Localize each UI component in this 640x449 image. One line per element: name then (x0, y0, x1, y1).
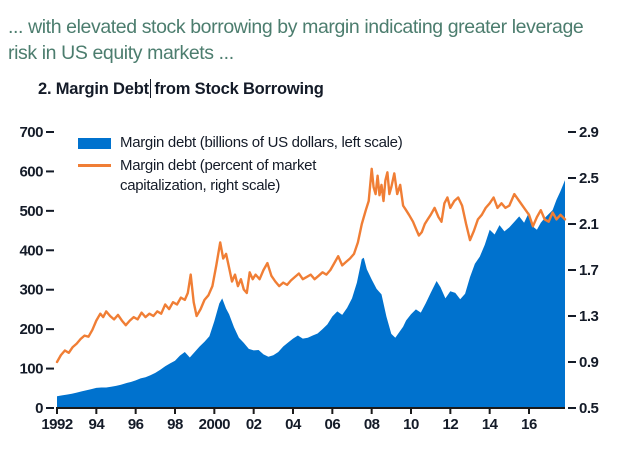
x-axis-label: 16 (521, 416, 537, 433)
left-axis-label: 300 (19, 282, 43, 299)
left-axis-label: 100 (19, 361, 43, 378)
x-axis-label: 14 (482, 416, 499, 433)
legend-label-margin-debt-level: Margin debt (billions of US dollars, lef… (120, 134, 403, 151)
left-axis-label: 400 (19, 242, 43, 259)
margin-debt-area (57, 180, 565, 408)
lead-text-line1: ... with elevated stock borrowing by mar… (8, 16, 584, 38)
right-axis-label: 2.9 (579, 124, 599, 141)
legend-label-margin-debt-pct-line1: Margin debt (percent of market (120, 157, 317, 174)
left-axis-label: 500 (19, 203, 43, 220)
left-axis-label: 0 (35, 400, 43, 417)
x-axis-label: 08 (364, 416, 380, 433)
x-axis-label: 12 (442, 416, 458, 433)
x-axis-label: 96 (128, 416, 144, 433)
chart-legend: Margin debt (billions of US dollars, lef… (78, 133, 403, 199)
left-axis-label: 700 (19, 124, 43, 141)
legend-label-margin-debt-pct-line2: capitalization, right scale) (120, 177, 281, 194)
x-axis-label: 1992 (41, 416, 73, 433)
figure-title-right: from Stock Borrowing (154, 80, 324, 98)
figure-title[interactable]: 2. Margin Debt from Stock Borrowing (38, 79, 324, 99)
margin-debt-pct-line (55, 167, 567, 364)
right-axis-label: 2.5 (579, 170, 599, 187)
x-axis-label: 94 (88, 416, 105, 433)
right-axis-label: 1.3 (579, 308, 599, 325)
x-axis-label: 2000 (199, 416, 231, 433)
x-axis-label: 06 (324, 416, 340, 433)
legend-item-margin-debt-level: Margin debt (billions of US dollars, lef… (78, 133, 403, 153)
right-axis-label: 1.7 (579, 262, 599, 279)
left-axis-label: 600 (19, 163, 43, 180)
x-axis-label: 04 (285, 416, 302, 433)
legend-label-margin-debt-pct: Margin debt (percent of market capitaliz… (120, 156, 316, 196)
text-cursor (149, 79, 152, 98)
figure-title-left: 2. Margin Debt (38, 80, 149, 98)
lead-text-line2: risk in US equity markets ... (8, 42, 234, 64)
x-axis-label: 10 (403, 416, 419, 433)
right-axis-label: 0.5 (579, 400, 599, 417)
blue-area-swatch-icon (78, 138, 111, 149)
legend-item-margin-debt-pct: Margin debt (percent of market capitaliz… (78, 156, 402, 196)
right-axis-label: 2.1 (579, 216, 599, 233)
x-axis-label: 02 (246, 416, 262, 433)
right-axis-label: 0.9 (579, 354, 599, 371)
left-axis-label: 200 (19, 321, 43, 338)
x-axis-label: 98 (167, 416, 183, 433)
orange-line-swatch-icon (78, 164, 111, 167)
